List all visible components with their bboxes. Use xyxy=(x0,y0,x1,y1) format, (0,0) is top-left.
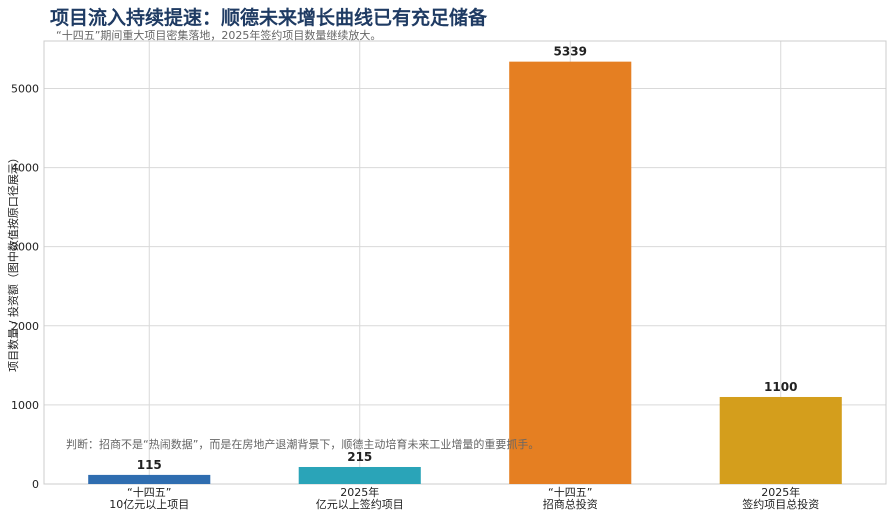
y-tick-label: 3000 xyxy=(11,241,39,254)
value-label: 115 xyxy=(137,458,162,472)
y-tick-label: 5000 xyxy=(11,82,39,95)
bar xyxy=(88,474,211,484)
value-labels: 115 215 5339 1100 xyxy=(137,45,798,472)
x-tick-label: 2025年 xyxy=(340,485,379,499)
y-tick-label: 0 xyxy=(32,478,39,491)
y-tick-label: 4000 xyxy=(11,162,39,175)
value-label: 215 xyxy=(347,450,372,464)
x-tick-label: 2025年 xyxy=(761,485,800,499)
y-axis-ticks: 0 1000 2000 3000 4000 5000 xyxy=(11,82,39,491)
bar xyxy=(509,61,632,484)
chart-title: 项目流入持续提速：顺德未来增长曲线已有充足储备 xyxy=(50,6,488,29)
x-axis-ticks: “十四五”10亿元以上项目2025年亿元以上签约项目“十四五”招商总投资2025… xyxy=(109,485,819,511)
x-tick-label: “十四五” xyxy=(548,485,592,499)
bars xyxy=(88,61,842,484)
plot-frame xyxy=(43,40,887,485)
x-tick-label: 签约项目总投资 xyxy=(742,497,819,511)
x-tick-label: “十四五” xyxy=(127,485,171,499)
y-tick-label: 2000 xyxy=(11,320,39,333)
annotation-note: 判断：招商不是“热闹数据”，而是在房地产退潮背景下，顺德主动培育未来工业增量的重… xyxy=(66,437,539,451)
y-axis-label: 项目数量 / 投资额（图中数值按原口径展示） xyxy=(6,152,20,372)
bar xyxy=(298,466,421,484)
bar xyxy=(719,396,842,484)
value-label: 5339 xyxy=(554,45,587,59)
x-tick-label: 亿元以上签约项目 xyxy=(316,497,404,511)
x-tick-label: 10亿元以上项目 xyxy=(109,498,189,511)
chart-subtitle: “十四五”期间重大项目密集落地，2025年签约项目数量继续放大。 xyxy=(56,28,381,42)
value-label: 1100 xyxy=(764,380,797,394)
y-tick-label: 1000 xyxy=(11,399,39,412)
x-tick-label: 招商总投资 xyxy=(543,497,598,511)
